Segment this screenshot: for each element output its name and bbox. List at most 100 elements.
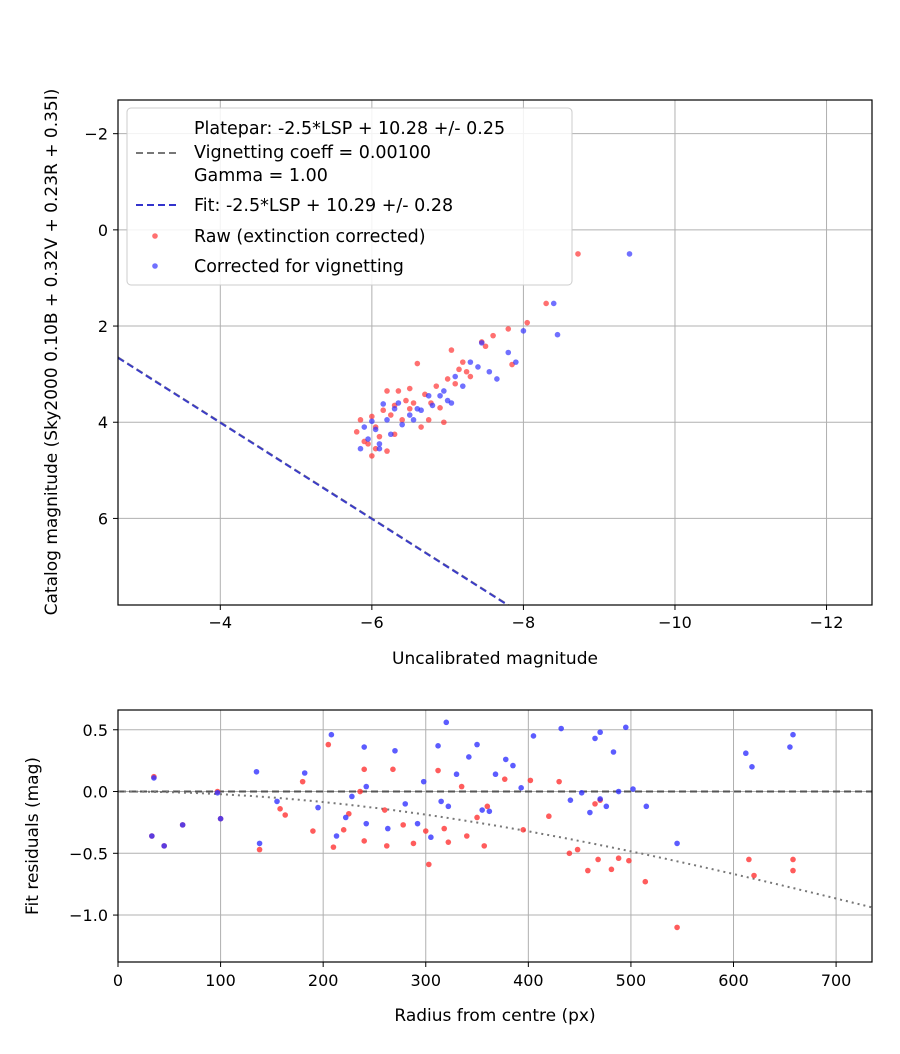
raw-point [403, 397, 409, 404]
corrected-residual-point [787, 744, 793, 750]
raw-residual-point [441, 825, 448, 832]
raw-residual-point [361, 838, 368, 844]
corrected-residual-point [315, 804, 321, 811]
bottom-y-tick-label: −0.5 [69, 844, 108, 863]
corrected-point [467, 359, 474, 365]
corrected-point [391, 405, 398, 412]
corrected-residual-point [610, 749, 617, 755]
corrected-residual-point [597, 796, 603, 802]
bottom-reference-lines [118, 790, 872, 909]
corrected-residual-point [149, 833, 155, 839]
corrected-residual-point [578, 789, 585, 796]
corrected-residual-point [392, 747, 398, 754]
corrected-residual-point [474, 741, 480, 748]
raw-residual-point [556, 778, 562, 785]
raw-residual-point [746, 856, 752, 863]
corrected-residual-point [674, 840, 680, 847]
corrected-point [520, 328, 527, 334]
raw-residual-point [381, 807, 388, 813]
corrected-residual-point [466, 754, 472, 760]
raw-point [369, 453, 375, 459]
top-x-tick-label: −12 [810, 613, 844, 632]
magnitude-calibration-plot: −4 −6 −8 −10 −12 −2 0 2 4 6 Uncalibrated magnitud… [42, 89, 873, 669]
raw-residual-point [357, 788, 363, 795]
corrected-residual-point [217, 815, 224, 822]
raw-residual-point [435, 767, 441, 774]
corrected-residual-point [301, 770, 308, 776]
top-y-tick-label: 2 [98, 317, 108, 336]
corrected-residual-point [453, 771, 460, 778]
raw-point [376, 433, 383, 440]
corrected-residual-point [214, 789, 221, 796]
corrected-point [410, 417, 417, 423]
raw-point [448, 347, 455, 353]
legend: Platepar: -2.5*LSP + 10.28 +/- 0.25 Vign… [126, 107, 573, 286]
corrected-residual-point [363, 820, 370, 827]
raw-residual-point [595, 856, 601, 863]
corrected-residual-point [479, 807, 485, 813]
corrected-point [406, 412, 413, 418]
corrected-residual-point [790, 731, 796, 738]
top-scatter-points [353, 251, 633, 459]
raw-residual-point [277, 806, 283, 812]
raw-point [357, 417, 364, 423]
corrected-point [437, 392, 443, 399]
vignetting-curve [118, 790, 872, 909]
corrected-point [486, 368, 493, 375]
corrected-point [414, 405, 421, 412]
raw-point [505, 326, 512, 332]
corrected-residual-point [622, 724, 629, 731]
bottom-x-tick-label: 700 [821, 971, 852, 990]
corrected-residual-point [384, 825, 391, 832]
raw-point [437, 405, 443, 411]
raw-point [441, 419, 447, 426]
top-x-axis-label: Uncalibrated magnitude [392, 649, 598, 669]
bottom-x-tick-label: 0 [113, 971, 123, 990]
corrected-point [459, 383, 466, 389]
raw-residual-point [546, 813, 552, 820]
corrected-point [441, 388, 447, 394]
corrected-residual-point [510, 762, 516, 769]
corrected-point [475, 364, 481, 370]
bottom-grid [117, 710, 872, 962]
raw-point [369, 413, 375, 420]
raw-point [380, 407, 387, 414]
raw-point [410, 400, 417, 406]
corrected-residual-point [592, 735, 598, 742]
corrected-residual-point [630, 786, 636, 792]
raw-residual-point [390, 766, 396, 773]
legend-corrected-marker [152, 263, 158, 269]
top-plot-frame [117, 99, 873, 606]
residuals-plot: 0 100 200 300 400 500 600 700 0.5 0.0 −0.5 −1.0 Rad… [23, 709, 873, 1026]
raw-point [365, 441, 371, 447]
raw-residual-point [790, 867, 796, 874]
top-x-tick-label: −8 [512, 613, 536, 632]
corrected-residual-point [342, 814, 349, 821]
corrected-residual-point [502, 756, 509, 763]
corrected-point [388, 431, 394, 438]
legend-box [126, 107, 573, 286]
bottom-y-axis-label: Fit residuals (mag) [23, 757, 43, 915]
bottom-y-tick-label: −1.0 [69, 906, 108, 925]
corrected-residual-point [420, 778, 427, 785]
corrected-point [365, 436, 371, 442]
raw-point [384, 448, 390, 454]
legend-raw-label: Raw (extinction corrected) [194, 227, 426, 247]
raw-residual-point [484, 803, 491, 810]
bottom-x-tick-label: 500 [616, 971, 647, 990]
corrected-residual-point [402, 801, 409, 807]
corrected-point [452, 373, 459, 380]
corrected-residual-point [361, 744, 368, 750]
corrected-point [513, 359, 519, 365]
corrected-point [372, 426, 379, 433]
corrected-residual-point [749, 764, 755, 770]
top-ticks: −4 −6 −8 −10 −12 −2 0 2 4 6 [84, 125, 843, 632]
legend-platepar-label: Platepar: -2.5*LSP + 10.28 +/- 0.25 [194, 119, 505, 139]
raw-residual-point [751, 872, 757, 879]
raw-point [425, 417, 432, 423]
raw-point [406, 385, 413, 392]
bottom-x-tick-label: 400 [513, 971, 544, 990]
corrected-point [357, 445, 364, 452]
raw-residual-point [474, 814, 480, 821]
